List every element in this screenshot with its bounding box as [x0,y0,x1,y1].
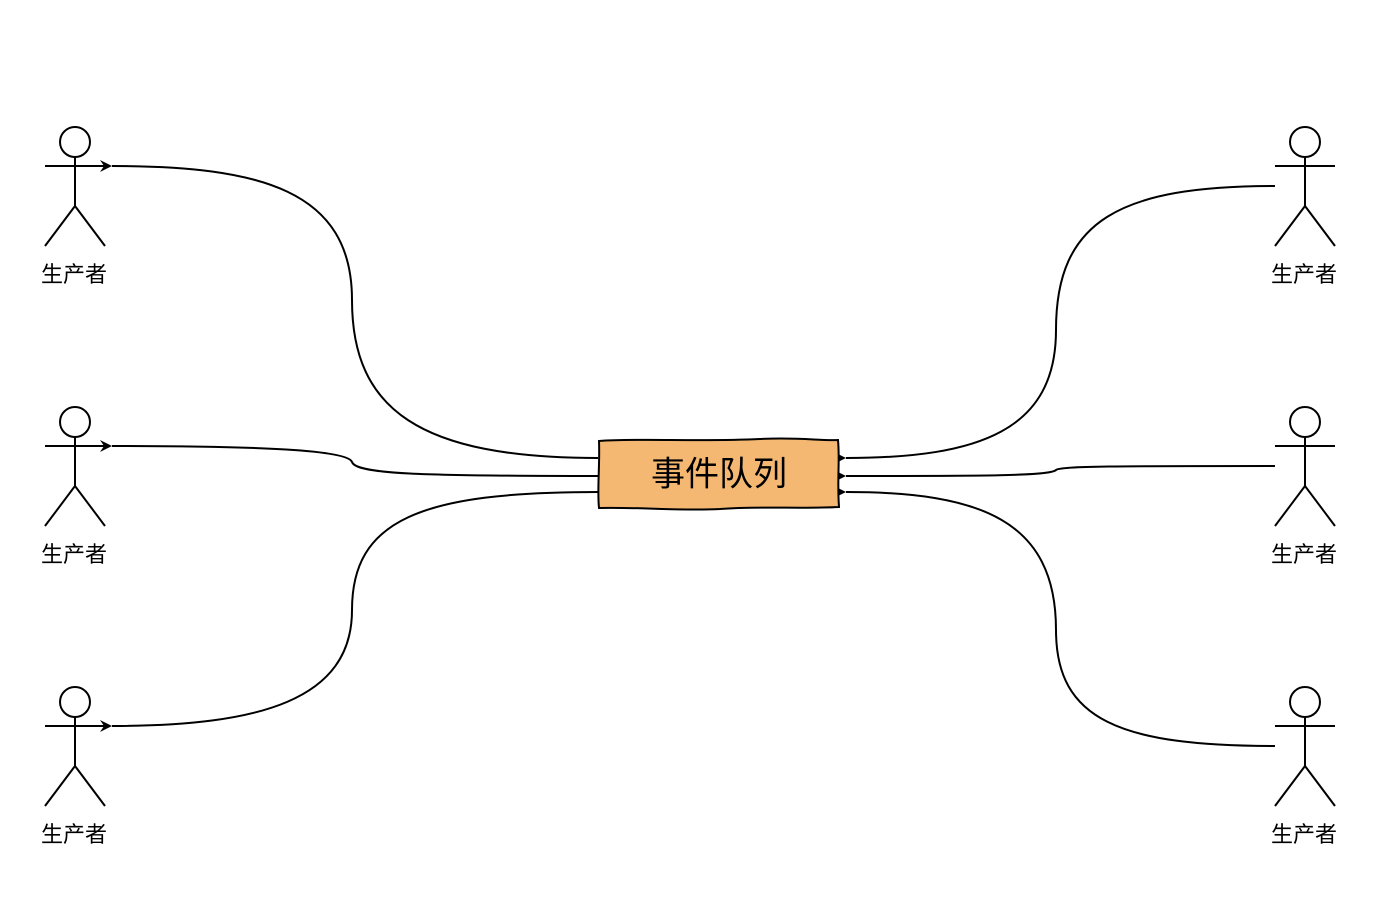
actor-right-top[interactable]: 生产者 [1271,126,1337,288]
actor-head [59,406,91,438]
actor-label-left-top: 生产者 [41,263,107,288]
actor-right-leg [1304,765,1336,807]
actor-left-bottom[interactable]: 生产者 [41,686,107,848]
actor-label-left-bottom: 生产者 [41,823,107,848]
actor-head [1289,686,1321,718]
actor-left-leg [44,485,76,527]
actor-left-leg [1274,765,1306,807]
event-queue-label: 事件队列 [651,455,787,495]
actor-label-right-bottom: 生产者 [1271,823,1337,848]
actor-left-leg [44,205,76,247]
actor-right-leg [74,205,106,247]
actor-right-leg [74,765,106,807]
actor-right-bottom[interactable]: 生产者 [1271,686,1337,848]
actor-left-middle[interactable]: 生产者 [41,406,107,568]
edge-queue-to-left-bottom [99,491,599,733]
actor-label-right-middle: 生产者 [1271,543,1337,568]
edge-right-middle-to-queue [833,465,1276,483]
event-queue-box [597,437,841,511]
actor-right-leg [1304,485,1336,527]
edge-queue-to-left-top [99,159,599,459]
edge-right-top-to-queue [833,185,1276,465]
actor-left-top[interactable]: 生产者 [41,126,107,288]
actor-label-left-middle: 生产者 [41,543,107,568]
edge-right-bottom-to-queue [833,485,1276,747]
actor-head [1289,126,1321,158]
actor-label-right-top: 生产者 [1271,263,1337,288]
actor-head [59,126,91,158]
actor-right-middle[interactable]: 生产者 [1271,406,1337,568]
actor-left-leg [44,765,76,807]
actor-head [1289,406,1321,438]
actor-right-leg [1304,205,1336,247]
event-queue-node[interactable]: 事件队列 [597,437,841,511]
actor-left-leg [1274,485,1306,527]
actor-right-leg [74,485,106,527]
edge-queue-to-left-middle [99,439,599,477]
actor-head [59,686,91,718]
actor-left-leg [1274,205,1306,247]
